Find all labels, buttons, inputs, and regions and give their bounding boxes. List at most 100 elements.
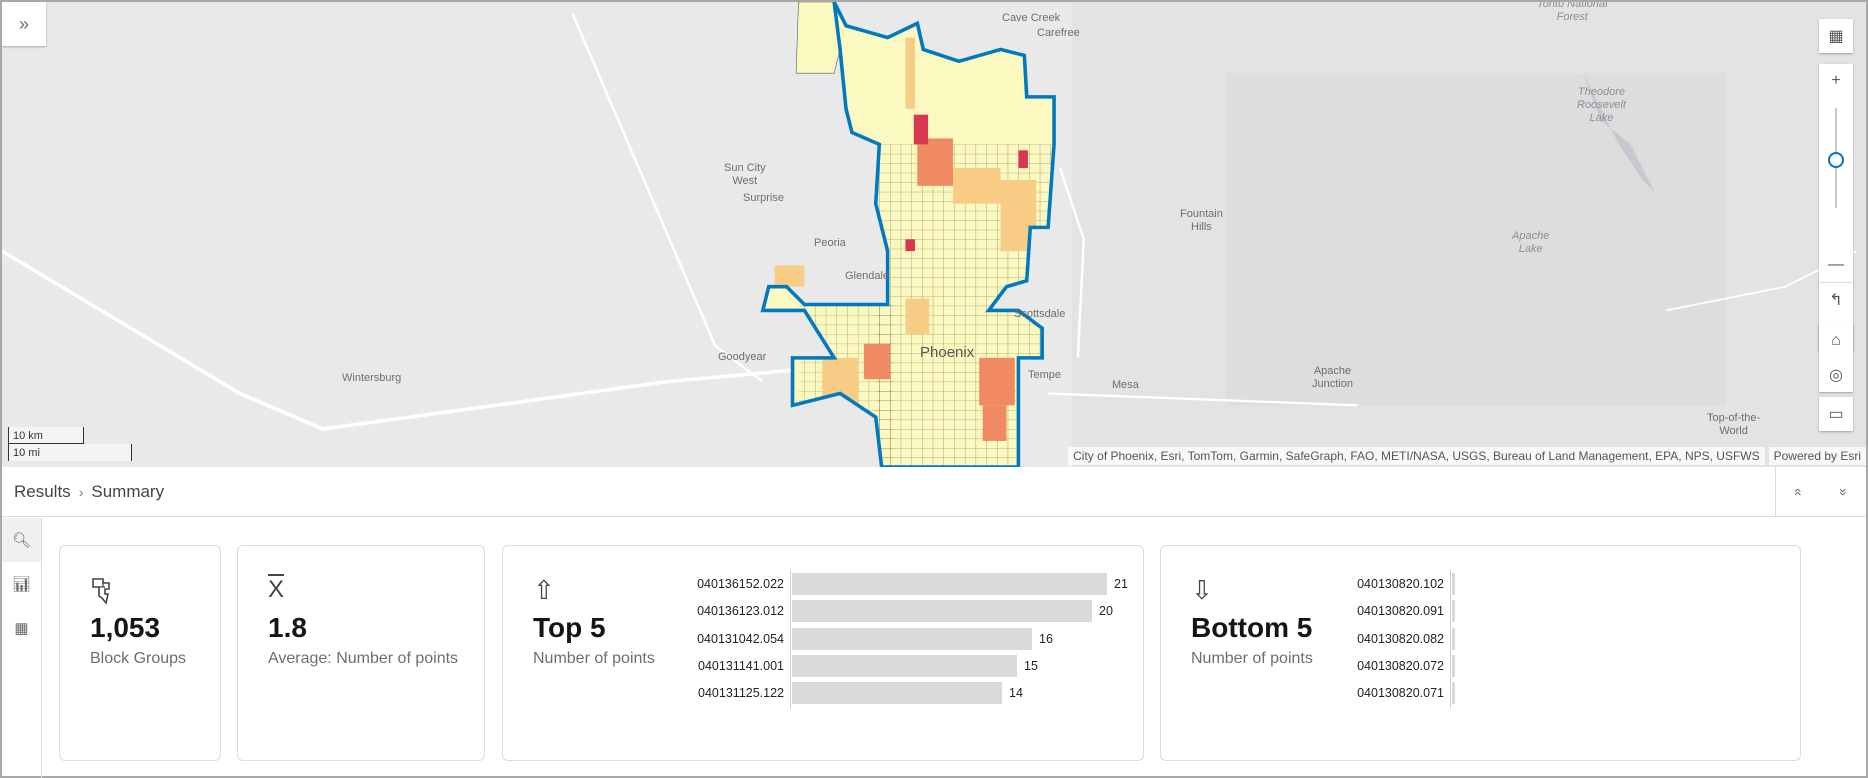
breadcrumb-results[interactable]: Results [14, 481, 71, 501]
zoom-controls: + — ↰ ↱ [1819, 64, 1853, 350]
bar-value-label: 14 [1009, 686, 1023, 701]
chevron-right-icon: › [78, 483, 84, 500]
map-label-tempe: Tempe [1028, 369, 1062, 381]
breadcrumb-summary: Summary [91, 481, 165, 501]
map-label-surprise: Surprise [743, 192, 784, 204]
bar[interactable] [1452, 682, 1455, 705]
map-label-mesa: Mesa [1112, 379, 1139, 391]
map-label-fountain-hills: Fountain Hills [1180, 208, 1223, 233]
bar-category-label: 040130820.071 [1357, 686, 1444, 701]
locate-button[interactable]: ◎ [1819, 358, 1853, 392]
bottom5-card: ⇩ Bottom 5 Number of points 040130820.10… [1160, 545, 1801, 761]
map-label-phoenix: Phoenix [920, 344, 975, 361]
count-label: Block Groups [90, 650, 187, 667]
top5-card: ⇧ Top 5 Number of points 040136152.022 21… [502, 545, 1144, 761]
map-label-cave-creek: Cave Creek [1002, 12, 1061, 24]
bar-chart-icon: 📊︎ [11, 576, 32, 593]
bar-category-label: 040130820.102 [1357, 577, 1444, 591]
map-view[interactable]: Cave Creek Carefree Tonto National Fores… [2, 2, 1866, 467]
expand-panel-button[interactable]: » [2, 2, 46, 46]
bar-category-label: 040131042.054 [697, 631, 784, 646]
count-card: 1,053 Block Groups [59, 545, 221, 761]
map-label-apache-lake: Apache Lake [1512, 230, 1550, 255]
zoom-slider[interactable] [1819, 98, 1853, 248]
scale-mi: 10 mi [8, 444, 132, 461]
results-header: Results › Summary « » [2, 467, 1866, 517]
average-value: 1.8 [268, 612, 307, 643]
chart-axis [1450, 570, 1451, 709]
table-icon: ▦ [14, 620, 29, 637]
collapse-panel-button[interactable]: » [1821, 467, 1866, 516]
bar[interactable] [792, 600, 1092, 623]
map-label-roosevelt: Theodore Roosevelt Lake [1577, 86, 1626, 124]
attribution: City of Phoenix, Esri, TomTom, Garmin, S… [1068, 447, 1866, 465]
average-card: X 1.8 Average: Number of points [237, 545, 485, 761]
navigation-controls: ⌂ ◎ [1819, 324, 1853, 392]
bar-category-label: 040131141.001 [698, 658, 784, 673]
bar[interactable] [1452, 600, 1455, 623]
bar[interactable] [792, 627, 1032, 650]
arrow-down-icon: ⇩ [1191, 575, 1213, 605]
bar-category-label: 040131125.122 [698, 686, 784, 701]
attribution-text: City of Phoenix, Esri, TomTom, Garmin, S… [1068, 447, 1765, 465]
undo-icon: ↰ [1829, 291, 1843, 309]
bar[interactable] [792, 654, 1017, 677]
expand-panel-up-button[interactable]: « [1776, 467, 1821, 516]
zoom-slider-thumb[interactable] [1828, 152, 1844, 168]
map-label-apache-junction: Apache Junction [1312, 365, 1353, 390]
bar-value-label: 15 [1024, 658, 1038, 673]
home-button[interactable]: ⌂ [1819, 324, 1853, 358]
mean-x-bar-icon: X [268, 576, 285, 603]
map-label-sun-city-west: Sun City West [724, 162, 766, 187]
basemap [2, 2, 1866, 467]
bar[interactable] [1452, 627, 1455, 650]
bar[interactable] [1452, 573, 1455, 595]
bar-category-label: 040130820.072 [1357, 658, 1444, 673]
basemap-gallery-button[interactable]: ▦ [1819, 19, 1853, 53]
double-chevron-up-icon: « [1790, 487, 1807, 496]
breadcrumb: Results › Summary [2, 482, 164, 502]
bar-category-label: 040130820.082 [1357, 631, 1444, 646]
bottom5-title: Bottom 5 [1191, 612, 1313, 643]
grid-icon: ▦ [1828, 28, 1844, 45]
undo-extent-button[interactable]: ↰ [1819, 282, 1853, 316]
map-label-wintersburg: Wintersburg [342, 372, 402, 384]
block-groups-icon [90, 576, 118, 611]
average-label: Average: Number of points [268, 650, 459, 667]
minus-icon: — [1828, 256, 1844, 273]
map-label-carefree: Carefree [1037, 27, 1080, 39]
bar-category-label: 040136152.022 [697, 577, 784, 591]
monitor-icon: ▭ [1828, 406, 1844, 423]
summary-tab[interactable]: 🔍︎ [2, 518, 41, 562]
map-label-tonto: Tonto National Forest [1537, 2, 1608, 23]
zoom-in-button[interactable]: + [1819, 64, 1853, 98]
bar[interactable] [792, 682, 1002, 705]
locate-icon: ◎ [1829, 367, 1843, 384]
zoom-out-button[interactable]: — [1819, 248, 1853, 282]
bottom5-label: Number of points [1191, 650, 1313, 667]
bar[interactable] [1452, 654, 1455, 677]
fullscreen-button[interactable]: ▭ [1819, 397, 1853, 431]
bar[interactable] [792, 573, 1107, 595]
map-label-peoria: Peoria [814, 237, 846, 249]
map-label-goodyear: Goodyear [718, 351, 767, 363]
arrow-up-icon: ⇧ [533, 575, 555, 605]
bar-category-label: 040136123.012 [697, 604, 784, 619]
bar-value-label: 20 [1099, 604, 1113, 619]
double-chevron-right-icon: » [18, 13, 29, 34]
results-side-rail: 🔍︎ 📊︎ ▦ [2, 518, 42, 778]
bar-value-label: 21 [1114, 577, 1128, 591]
plus-icon: + [1831, 72, 1841, 89]
scale-bar: 10 km 10 mi [8, 427, 132, 461]
chart-tab[interactable]: 📊︎ [2, 562, 41, 606]
powered-by[interactable]: Powered by Esri [1768, 447, 1866, 465]
double-chevron-down-icon: » [1835, 487, 1852, 496]
map-label-glendale: Glendale [845, 270, 890, 282]
bar-category-label: 040130820.091 [1357, 604, 1444, 619]
home-icon: ⌂ [1831, 332, 1841, 349]
chart-axis [790, 570, 791, 709]
top5-label: Number of points [533, 650, 655, 667]
top5-title: Top 5 [533, 612, 606, 643]
bar-value-label: 16 [1039, 631, 1053, 646]
table-tab[interactable]: ▦ [2, 606, 41, 650]
